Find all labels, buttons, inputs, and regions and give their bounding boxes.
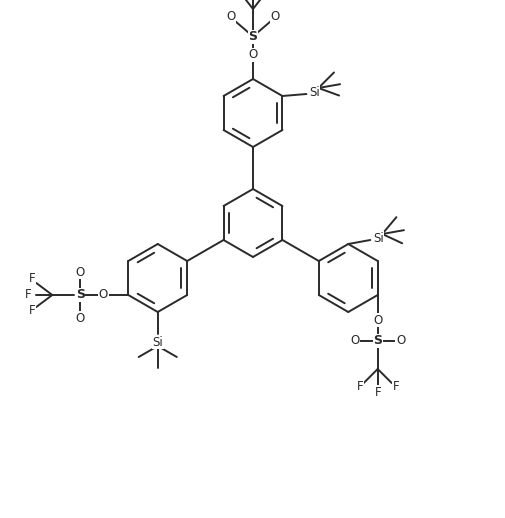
Text: O: O: [76, 311, 85, 324]
Text: F: F: [29, 305, 35, 318]
Text: F: F: [374, 385, 380, 398]
Text: O: O: [76, 266, 85, 279]
Text: O: O: [98, 289, 108, 301]
Text: F: F: [29, 272, 35, 285]
Text: F: F: [25, 289, 31, 301]
Text: Si: Si: [372, 232, 383, 244]
Text: O: O: [226, 10, 235, 23]
Text: Si: Si: [152, 336, 163, 349]
Text: F: F: [356, 381, 362, 394]
Text: O: O: [270, 10, 279, 23]
Text: S: S: [248, 31, 257, 44]
Text: S: S: [373, 335, 381, 348]
Text: O: O: [248, 49, 257, 62]
Text: O: O: [372, 313, 382, 326]
Text: O: O: [395, 335, 405, 348]
Text: F: F: [391, 381, 398, 394]
Text: Si: Si: [309, 85, 319, 98]
Text: O: O: [349, 335, 359, 348]
Text: S: S: [76, 289, 85, 301]
